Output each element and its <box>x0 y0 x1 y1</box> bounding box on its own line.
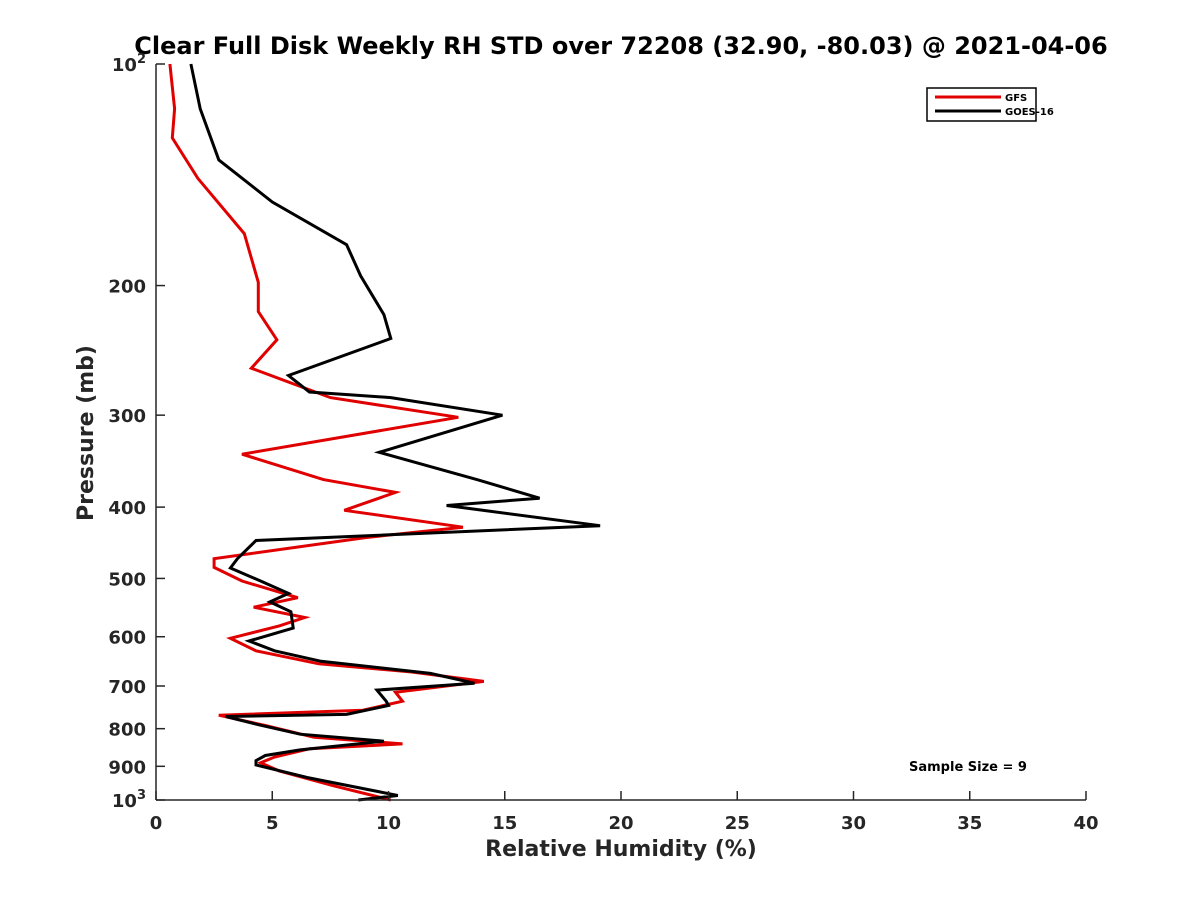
x-tick-label: 20 <box>608 813 633 834</box>
series-line-goes-16 <box>189 63 601 802</box>
y-tick-label: 300 <box>108 406 146 427</box>
y-tick-label: 200 <box>108 277 146 298</box>
x-tick-label: 5 <box>266 813 279 834</box>
legend-box <box>926 87 1037 122</box>
x-axis: 0 5 10 15 20 25 30 35 40 <box>150 791 1099 834</box>
y-tick-label: 102 <box>112 52 146 76</box>
x-tick-label: 40 <box>1073 813 1098 834</box>
x-axis-label: Relative Humidity (%) <box>485 837 757 862</box>
y-tick-label: 700 <box>108 677 146 698</box>
y-tick-label: 600 <box>108 628 146 649</box>
y-tick-label: 800 <box>108 720 146 741</box>
y-axis-label: Pressure (mb) <box>74 345 99 521</box>
x-tick-label: 15 <box>492 813 517 834</box>
y-tick-label: 103 <box>112 788 146 812</box>
x-tick-label: 25 <box>725 813 750 834</box>
plot-area <box>168 63 601 802</box>
y-tick-label: 900 <box>108 757 146 778</box>
x-tick-label: 0 <box>150 813 163 834</box>
sample-size-annotation: Sample Size = 9 <box>909 760 1027 775</box>
chart-title: Clear Full Disk Weekly RH STD over 72208… <box>134 32 1107 60</box>
y-tick-label: 400 <box>108 498 146 519</box>
y-axis: 102 200 300 400 500 600 700 800 900 103 <box>108 52 165 812</box>
legend-label-gfs: GFS <box>1005 93 1027 104</box>
x-tick-label: 30 <box>841 813 866 834</box>
x-tick-label: 10 <box>376 813 401 834</box>
x-tick-label: 35 <box>957 813 982 834</box>
legend-label-goes-16: GOES-16 <box>1005 107 1054 118</box>
series-line-gfs <box>168 63 484 802</box>
y-tick-label: 500 <box>108 569 146 590</box>
legend: GFS GOES-16 <box>926 87 1054 122</box>
